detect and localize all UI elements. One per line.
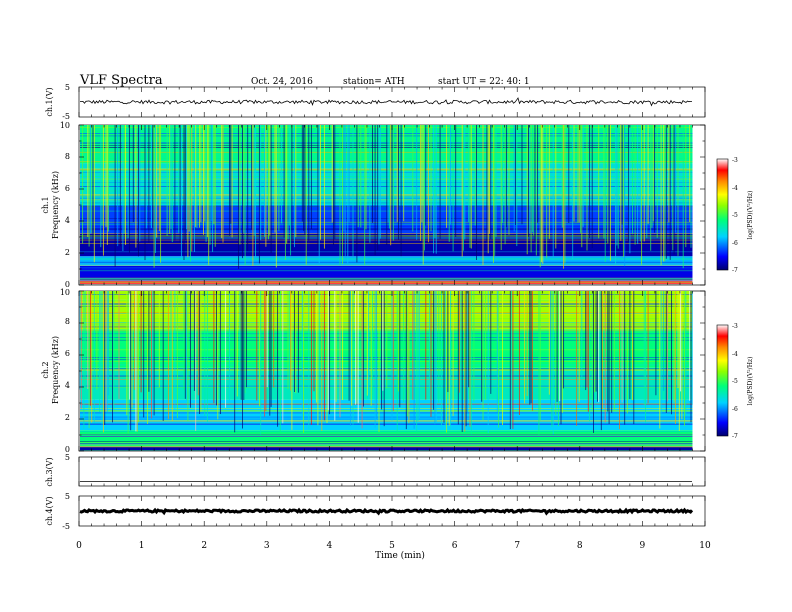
ch1-ytick-top: 5 <box>65 83 70 92</box>
ch1-spec-ytick-2: 2 <box>65 248 70 257</box>
ch4-ytick-bottom: -5 <box>62 522 70 531</box>
ch4-ylabel: ch.4(V) <box>45 496 54 525</box>
ch2-spectrogram-image <box>79 291 693 451</box>
spectrogram-band <box>80 125 693 164</box>
ch2-colorbar-tick-m3: -3 <box>732 323 738 330</box>
time-tick-6: 6 <box>452 541 458 551</box>
ch1-ylabel: ch.1(V) <box>45 87 54 116</box>
time-axis: 0 1 2 3 4 5 6 7 8 9 10 Time (min) <box>76 541 711 561</box>
station-label: station= ATH <box>343 77 405 87</box>
ch2-colorbar-bar <box>716 324 729 437</box>
time-tick-2: 2 <box>201 541 207 551</box>
ch1-spec-ylabel-frequency: Frequency (kHz) <box>51 171 60 239</box>
ch2-colorbar-label: log(PSD)(V²/Hz) <box>747 357 754 406</box>
ch1-colorbar-tick-m7: -7 <box>732 267 738 274</box>
ch1-colorbar-tick-m6: -6 <box>732 240 738 247</box>
time-tick-10: 10 <box>699 541 711 551</box>
ch1-colorbar: -3 -4 -5 -6 -7 log(PSD)(V²/Hz) <box>716 157 754 274</box>
ch4-waveform-panel: 5 -5 ch.4(V) <box>45 492 706 531</box>
ch2-colorbar: -3 -4 -5 -6 -7 log(PSD)(V²/Hz) <box>716 323 754 440</box>
time-axis-label: Time (min) <box>375 550 425 561</box>
ch1-spec-ytick-4: 4 <box>65 216 70 225</box>
ch4-waveform-trace <box>79 507 694 516</box>
time-tick-3: 3 <box>264 541 270 551</box>
ch1-ytick-bottom: -5 <box>62 112 70 121</box>
ch3-ytick-top: 5 <box>65 453 70 462</box>
ch1-colorbar-tick-m4: -4 <box>732 185 738 192</box>
date-label: Oct. 24, 2016 <box>251 77 313 87</box>
ch2-colorbar-tick-m7: -7 <box>732 433 738 440</box>
time-tick-1: 1 <box>139 541 145 551</box>
time-tick-5: 5 <box>389 541 395 551</box>
ch2-spec-ytick-2: 2 <box>65 413 70 422</box>
ch1-colorbar-bar <box>716 158 729 271</box>
spectrogram-band <box>80 265 693 281</box>
ch1-spectrogram-image <box>80 125 693 285</box>
spectrogram-band <box>80 367 693 400</box>
ch2-spec-ytick-4: 4 <box>65 381 70 390</box>
spectrogram-band <box>80 446 693 451</box>
ch4-ytick-top: 5 <box>65 492 70 501</box>
ch1-colorbar-label: log(PSD)(V²/Hz) <box>747 191 754 240</box>
spectrogram-band <box>80 205 693 234</box>
spectrogram-band <box>80 233 693 257</box>
ch1-spec-ylabel-channel: ch.1 <box>41 196 50 213</box>
ch2-spec-ylabel-frequency: Frequency (kHz) <box>51 336 60 404</box>
ch2-colorbar-tick-m5: -5 <box>732 378 738 385</box>
ch1-waveform-trace <box>79 97 692 107</box>
ch2-colorbar-tick-m4: -4 <box>732 351 738 358</box>
time-tick-7: 7 <box>514 541 520 551</box>
time-tick-9: 9 <box>640 541 646 551</box>
ch1-spec-ytick-10: 10 <box>60 121 70 130</box>
ch2-spectrogram-panel: 0 2 4 6 8 10 ch.2 Frequency (kHz) <box>41 288 706 454</box>
axis-ticks <box>78 87 706 526</box>
ch3-waveform-panel: 5 ch.3(V) <box>45 453 706 487</box>
ch2-spec-ytick-8: 8 <box>65 317 70 326</box>
ch2-spec-ytick-6: 6 <box>65 349 70 358</box>
start-time-label: start UT = 22: 40: 1 <box>438 77 530 87</box>
ch1-colorbar-tick-m5: -5 <box>732 212 738 219</box>
spectrogram-band <box>80 430 693 447</box>
ch3-ylabel: ch.3(V) <box>45 457 54 486</box>
ch1-spec-ytick-8: 8 <box>65 152 70 161</box>
time-tick-4: 4 <box>327 541 333 551</box>
spectrogram-band <box>80 280 693 285</box>
ch1-spectrogram-panel: 0 2 4 6 8 10 ch.1 Frequency (kHz) <box>41 121 706 289</box>
ch1-colorbar-tick-m3: -3 <box>732 157 738 164</box>
spectrogram-band <box>80 256 693 266</box>
ch2-spec-ytick-0: 0 <box>65 445 70 454</box>
ch1-spec-ytick-6: 6 <box>65 184 70 193</box>
time-tick-8: 8 <box>577 541 583 551</box>
ch2-colorbar-tick-m6: -6 <box>732 406 738 413</box>
ch1-spec-ytick-0: 0 <box>65 280 70 289</box>
ch2-spec-ylabel-channel: ch.2 <box>41 361 50 378</box>
figure-title: VLF Spectra <box>79 73 163 88</box>
ch1-waveform-panel: 5 -5 ch.1(V) <box>45 83 706 121</box>
time-tick-0: 0 <box>76 541 82 551</box>
ch2-spec-ytick-10: 10 <box>60 288 70 297</box>
